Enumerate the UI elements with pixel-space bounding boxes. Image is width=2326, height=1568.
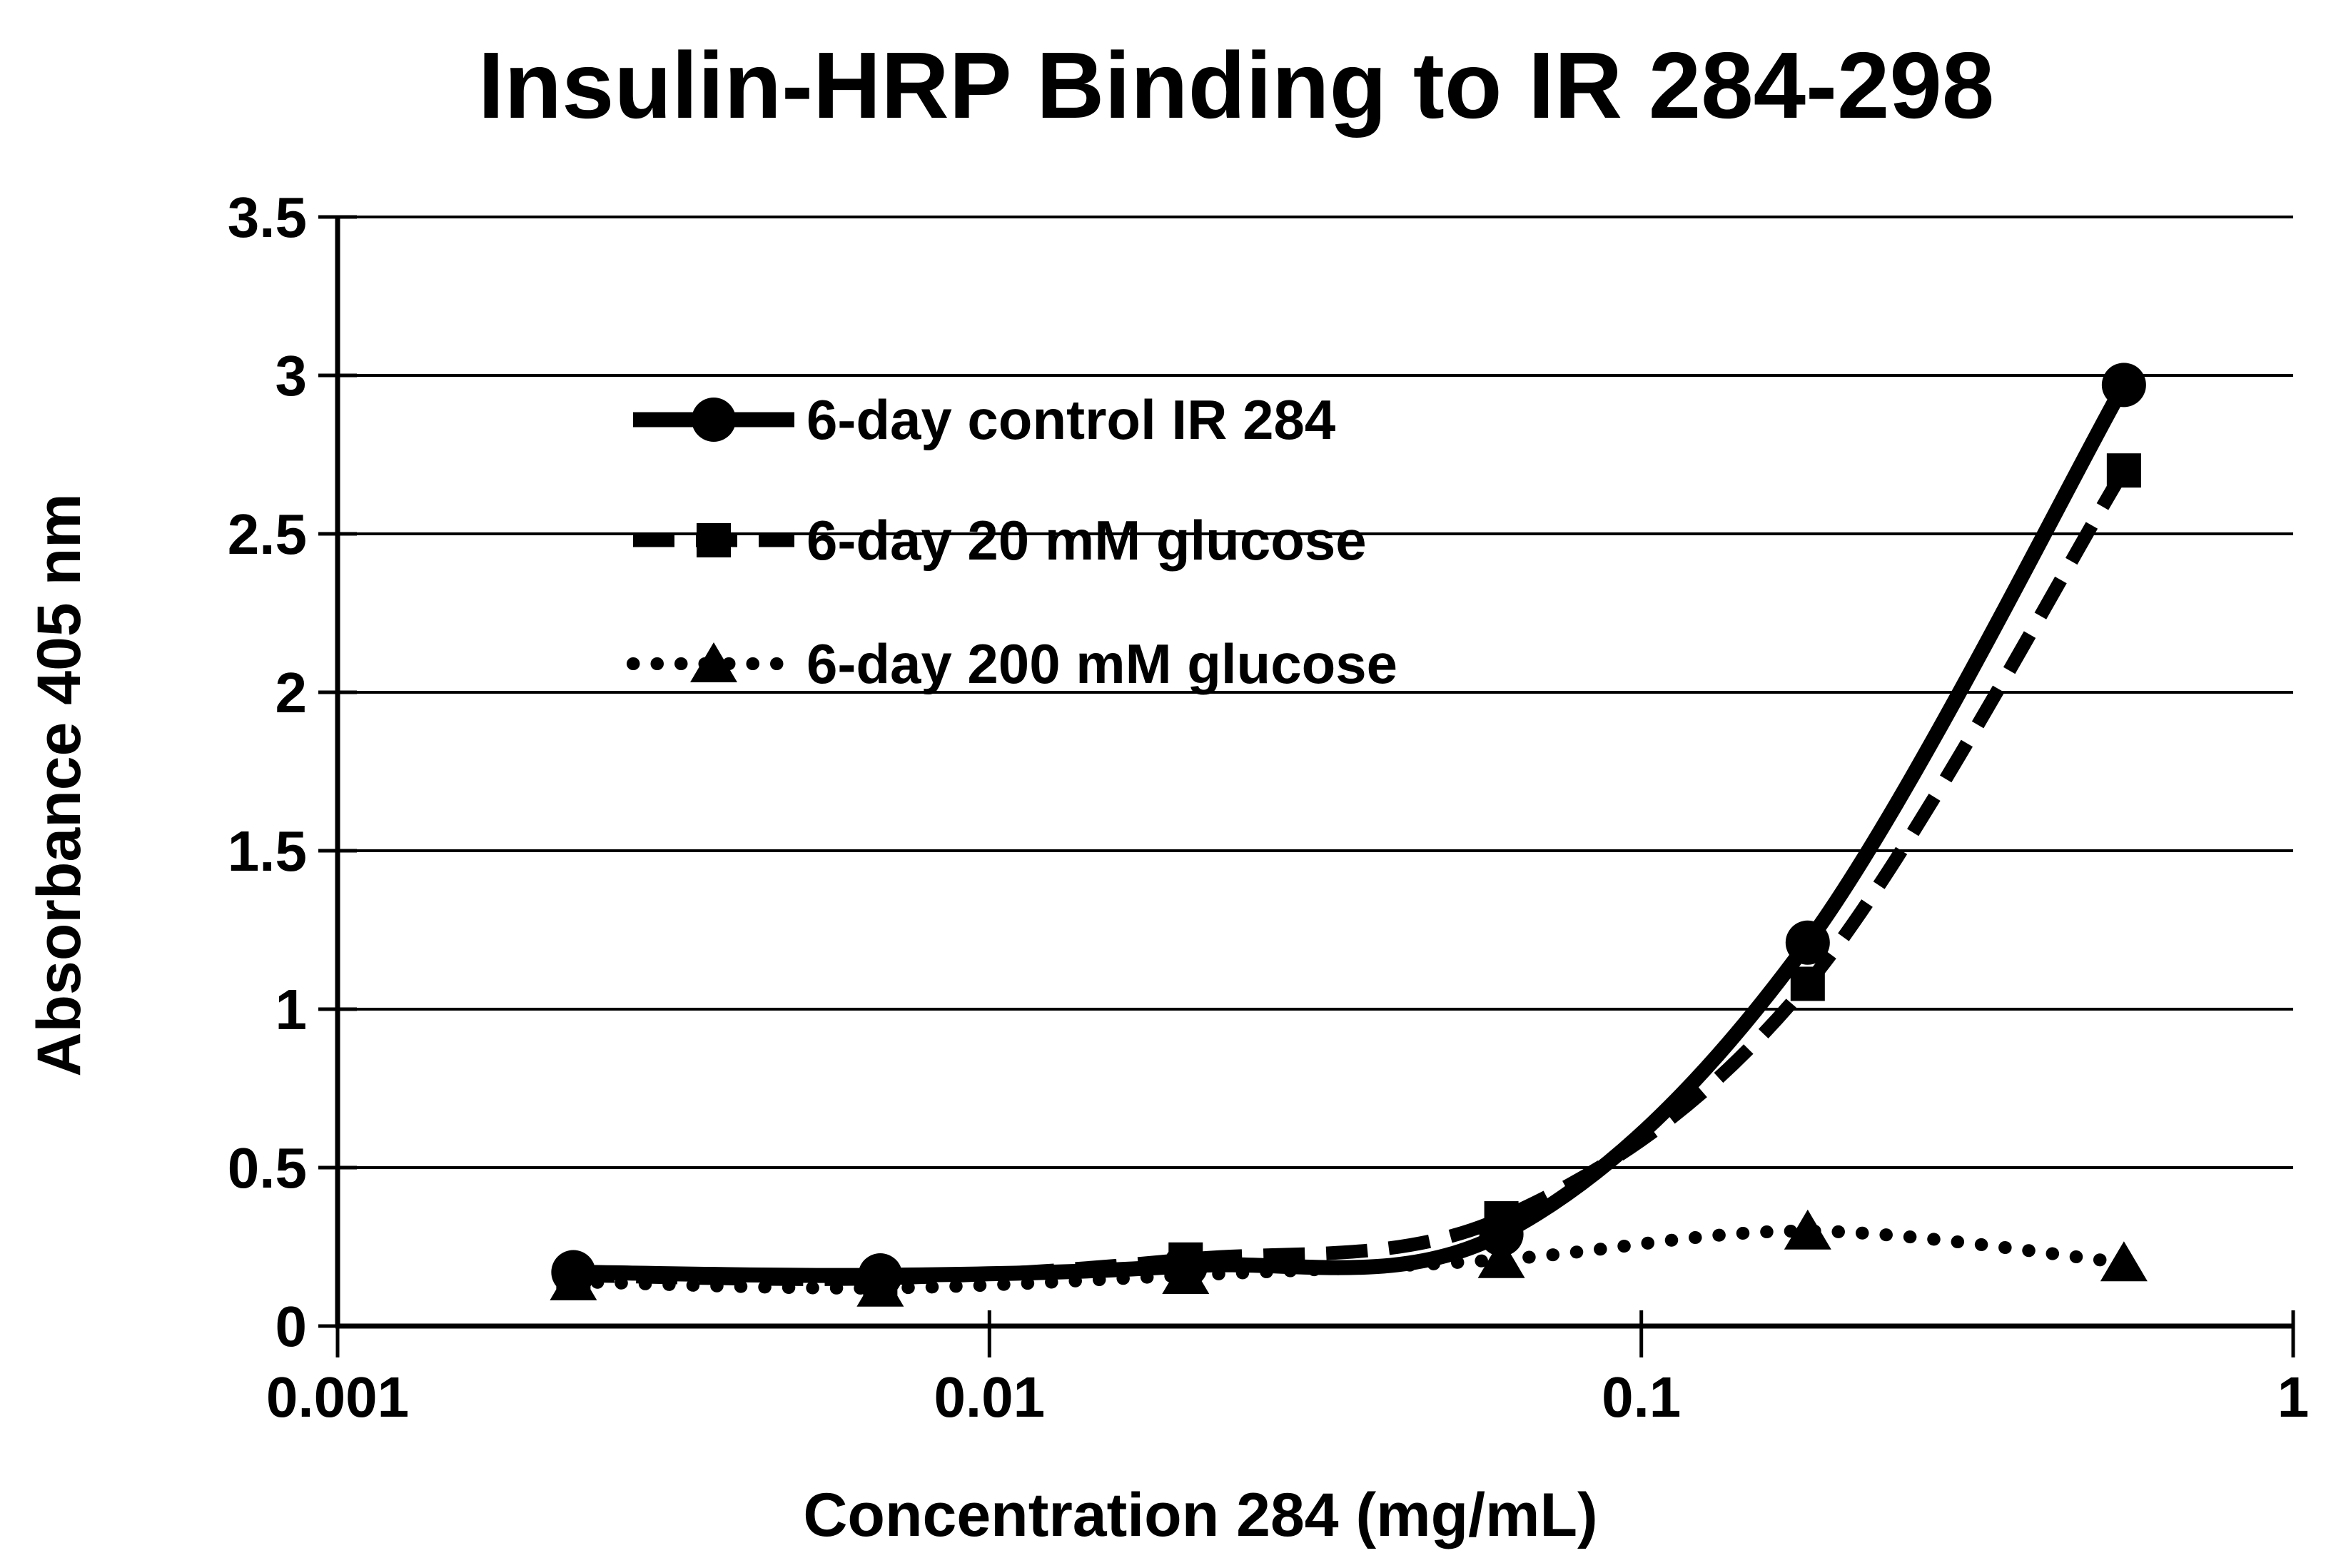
- legend: 6-day control IR 284 6-day 20 mM glucose…: [627, 388, 1397, 695]
- x-tick-label: 0.01: [934, 1365, 1045, 1429]
- y-tick-label: 0: [275, 1295, 308, 1358]
- legend-marker-triangle-icon: [690, 642, 737, 682]
- marker-triangle: [1477, 1238, 1525, 1278]
- y-tick-label: 2: [275, 661, 308, 724]
- y-tick-label: 2.5: [228, 502, 307, 566]
- legend-label: 6-day control IR 284: [806, 388, 1335, 451]
- axes: [335, 217, 2293, 1329]
- y-tick-label: 0.5: [228, 1136, 307, 1200]
- legend-item-control: 6-day control IR 284: [633, 388, 1335, 451]
- legend-label: 6-day 20 mM glucose: [806, 509, 1367, 572]
- marker-square: [1790, 966, 1825, 1001]
- x-tick-labels: 0.001 0.01 0.1 1: [266, 1365, 2309, 1429]
- x-axis-title: Concentration 284 (mg/mL): [803, 1481, 1597, 1549]
- chart-title: Insulin-HRP Binding to IR 284-298: [478, 33, 1995, 138]
- marker-circle: [1163, 1243, 1208, 1288]
- x-tick-label: 1: [2277, 1365, 2310, 1429]
- marker-circle: [1785, 920, 1830, 965]
- legend-label: 6-day 200 mM glucose: [806, 632, 1397, 695]
- legend-item-200mm: 6-day 200 mM glucose: [627, 632, 1397, 695]
- marker-circle: [2101, 363, 2146, 408]
- series-line-dashed: [573, 467, 2130, 1286]
- x-tick-marks: [335, 1310, 2295, 1357]
- y-tick-labels: 0 0.5 1 1.5 2 2.5 3 3.5: [228, 186, 307, 1358]
- marker-circle: [551, 1250, 596, 1295]
- marker-square: [2106, 453, 2141, 488]
- x-tick-label: 0.001: [266, 1365, 409, 1429]
- marker-triangle: [1784, 1209, 1831, 1250]
- y-tick-label: 1.5: [228, 819, 307, 883]
- legend-marker-square-icon: [697, 523, 731, 557]
- marker-circle: [858, 1253, 903, 1298]
- y-tick-label: 1: [275, 978, 308, 1041]
- x-tick-label: 0.1: [1602, 1365, 1681, 1429]
- marker-triangle: [2100, 1241, 2148, 1282]
- y-tick-label: 3.5: [228, 186, 307, 249]
- plot-series: [550, 363, 2148, 1307]
- y-axis-title: Absorbance 405 nm: [25, 493, 93, 1076]
- series-line-dotted: [567, 1224, 2130, 1295]
- legend-marker-circle-icon: [692, 398, 736, 442]
- y-tick-marks: [318, 215, 357, 1328]
- legend-item-20mm: 6-day 20 mM glucose: [633, 509, 1367, 572]
- y-tick-label: 3: [275, 344, 308, 408]
- marker-circle: [1479, 1212, 1524, 1257]
